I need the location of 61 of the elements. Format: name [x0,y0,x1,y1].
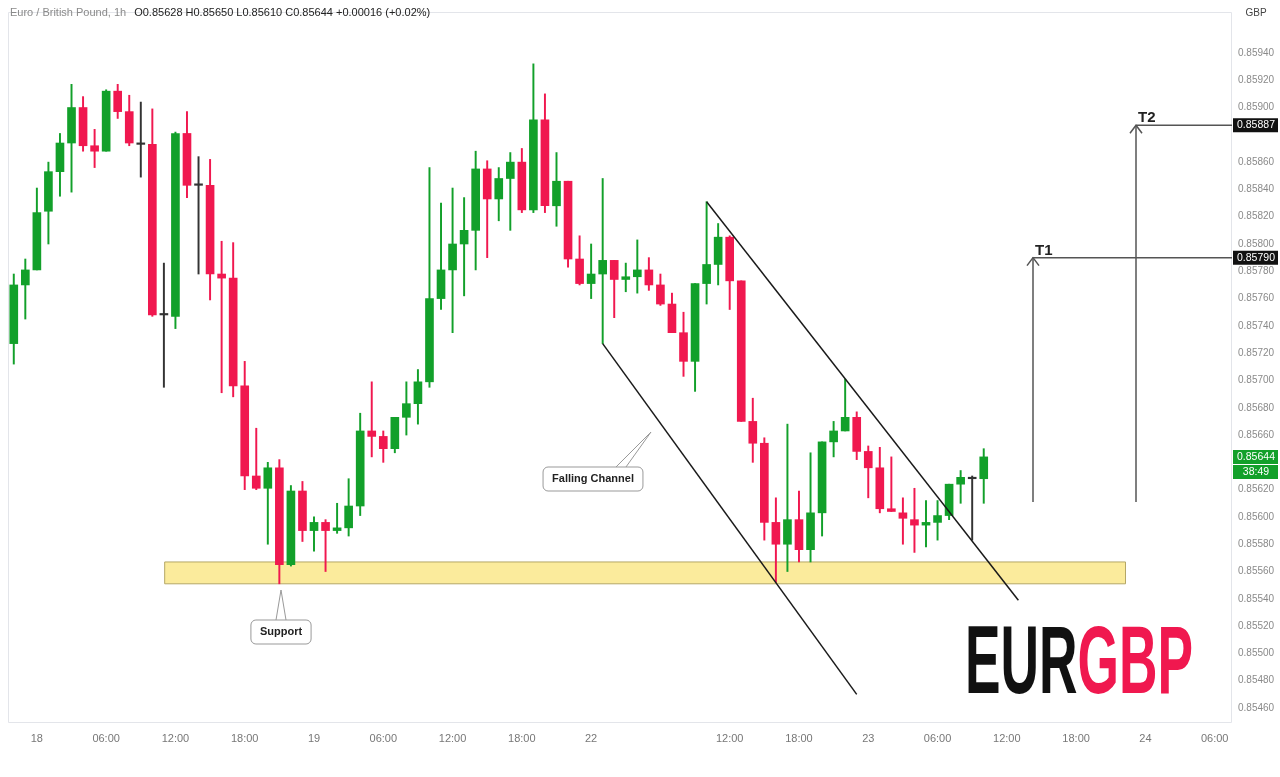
candlestick [898,497,908,545]
y-tick-label: 0.85780 [1238,265,1275,277]
y-tick-label: 0.85900 [1238,101,1275,113]
chart-subtitle: O0.85628 H0.85650 L0.85610 C0.85644 +0.00016 (+0.02%) [134,6,431,19]
ref-line-label: T1 [1035,240,1053,258]
y-tick-label: 0.85500 [1238,647,1275,659]
y-tick-label: 0.85700 [1238,374,1275,386]
x-tick-label: 18:00 [1062,731,1090,744]
x-tick-label: 12:00 [715,731,744,744]
y-tick-label: 0.85800 [1238,237,1275,249]
annotation: Falling Channel [552,472,634,485]
text: 0.85790 [1237,250,1276,263]
y-tick-label: 0.85860 [1238,155,1275,167]
y-tick-label: 0.85740 [1238,319,1275,331]
x-tick-label: 23 [862,731,875,744]
chart-title: Euro / British Pound, 1h [10,6,127,19]
x-tick-label: 22 [585,731,598,744]
y-tick-label: 0.85760 [1238,292,1275,304]
y-tick-label: 0.85560 [1238,565,1275,577]
x-tick-label: 24 [1139,731,1152,744]
text: EUR [965,606,1078,713]
candlestick [910,487,919,553]
x-tick-label: 18:00 [508,731,536,744]
annotation: Support [259,625,303,638]
x-tick-label: 06:00 [923,731,952,744]
candlestick [598,178,608,344]
y-tick-label: 0.85540 [1238,592,1275,604]
y-tick-label: 0.85580 [1238,537,1275,549]
y-tick-label: 0.85600 [1238,510,1275,522]
y-tick-label: 0.85480 [1238,674,1275,686]
y-axis-title: GBP [1077,606,1193,713]
y-tick-label: 0.85840 [1238,183,1275,195]
y-tick-label: 0.85940 [1238,46,1275,58]
y-tick-label: 0.85920 [1238,73,1275,85]
candlestick [967,475,977,541]
text: 0.85644 [1237,449,1276,462]
text: 38:49 [1242,464,1270,477]
x-tick-label: 18 [30,731,43,744]
x-tick-label: 12:00 [993,731,1021,744]
y-tick-label: 0.85520 [1238,619,1275,631]
text: 0.85887 [1237,118,1276,131]
y-tick-label: 0.85680 [1238,401,1275,413]
x-tick-label: 06:00 [369,731,398,744]
y-tick-label: 0.85820 [1238,210,1275,222]
x-tick-label: 06:00 [1200,731,1229,744]
candlestick [887,456,896,512]
text: GBP [1245,6,1267,18]
candlestick [136,101,146,178]
candlestick [367,381,377,458]
x-tick-label: 06:00 [92,731,120,744]
x-tick-label: 18:00 [230,731,259,744]
y-tick-label: 0.85460 [1238,701,1275,713]
candlestick [194,156,203,275]
x-tick-label: 19 [307,731,321,744]
y-tick-label: 0.85620 [1238,483,1275,495]
x-tick-label: 12:00 [438,731,467,744]
y-tick-label: 0.85720 [1238,346,1275,358]
x-tick-label: 18:00 [785,731,813,744]
y-tick-label: 0.85660 [1238,428,1275,440]
x-tick-label: 12:00 [161,731,190,744]
ref-line-label: T2 [1138,108,1156,126]
